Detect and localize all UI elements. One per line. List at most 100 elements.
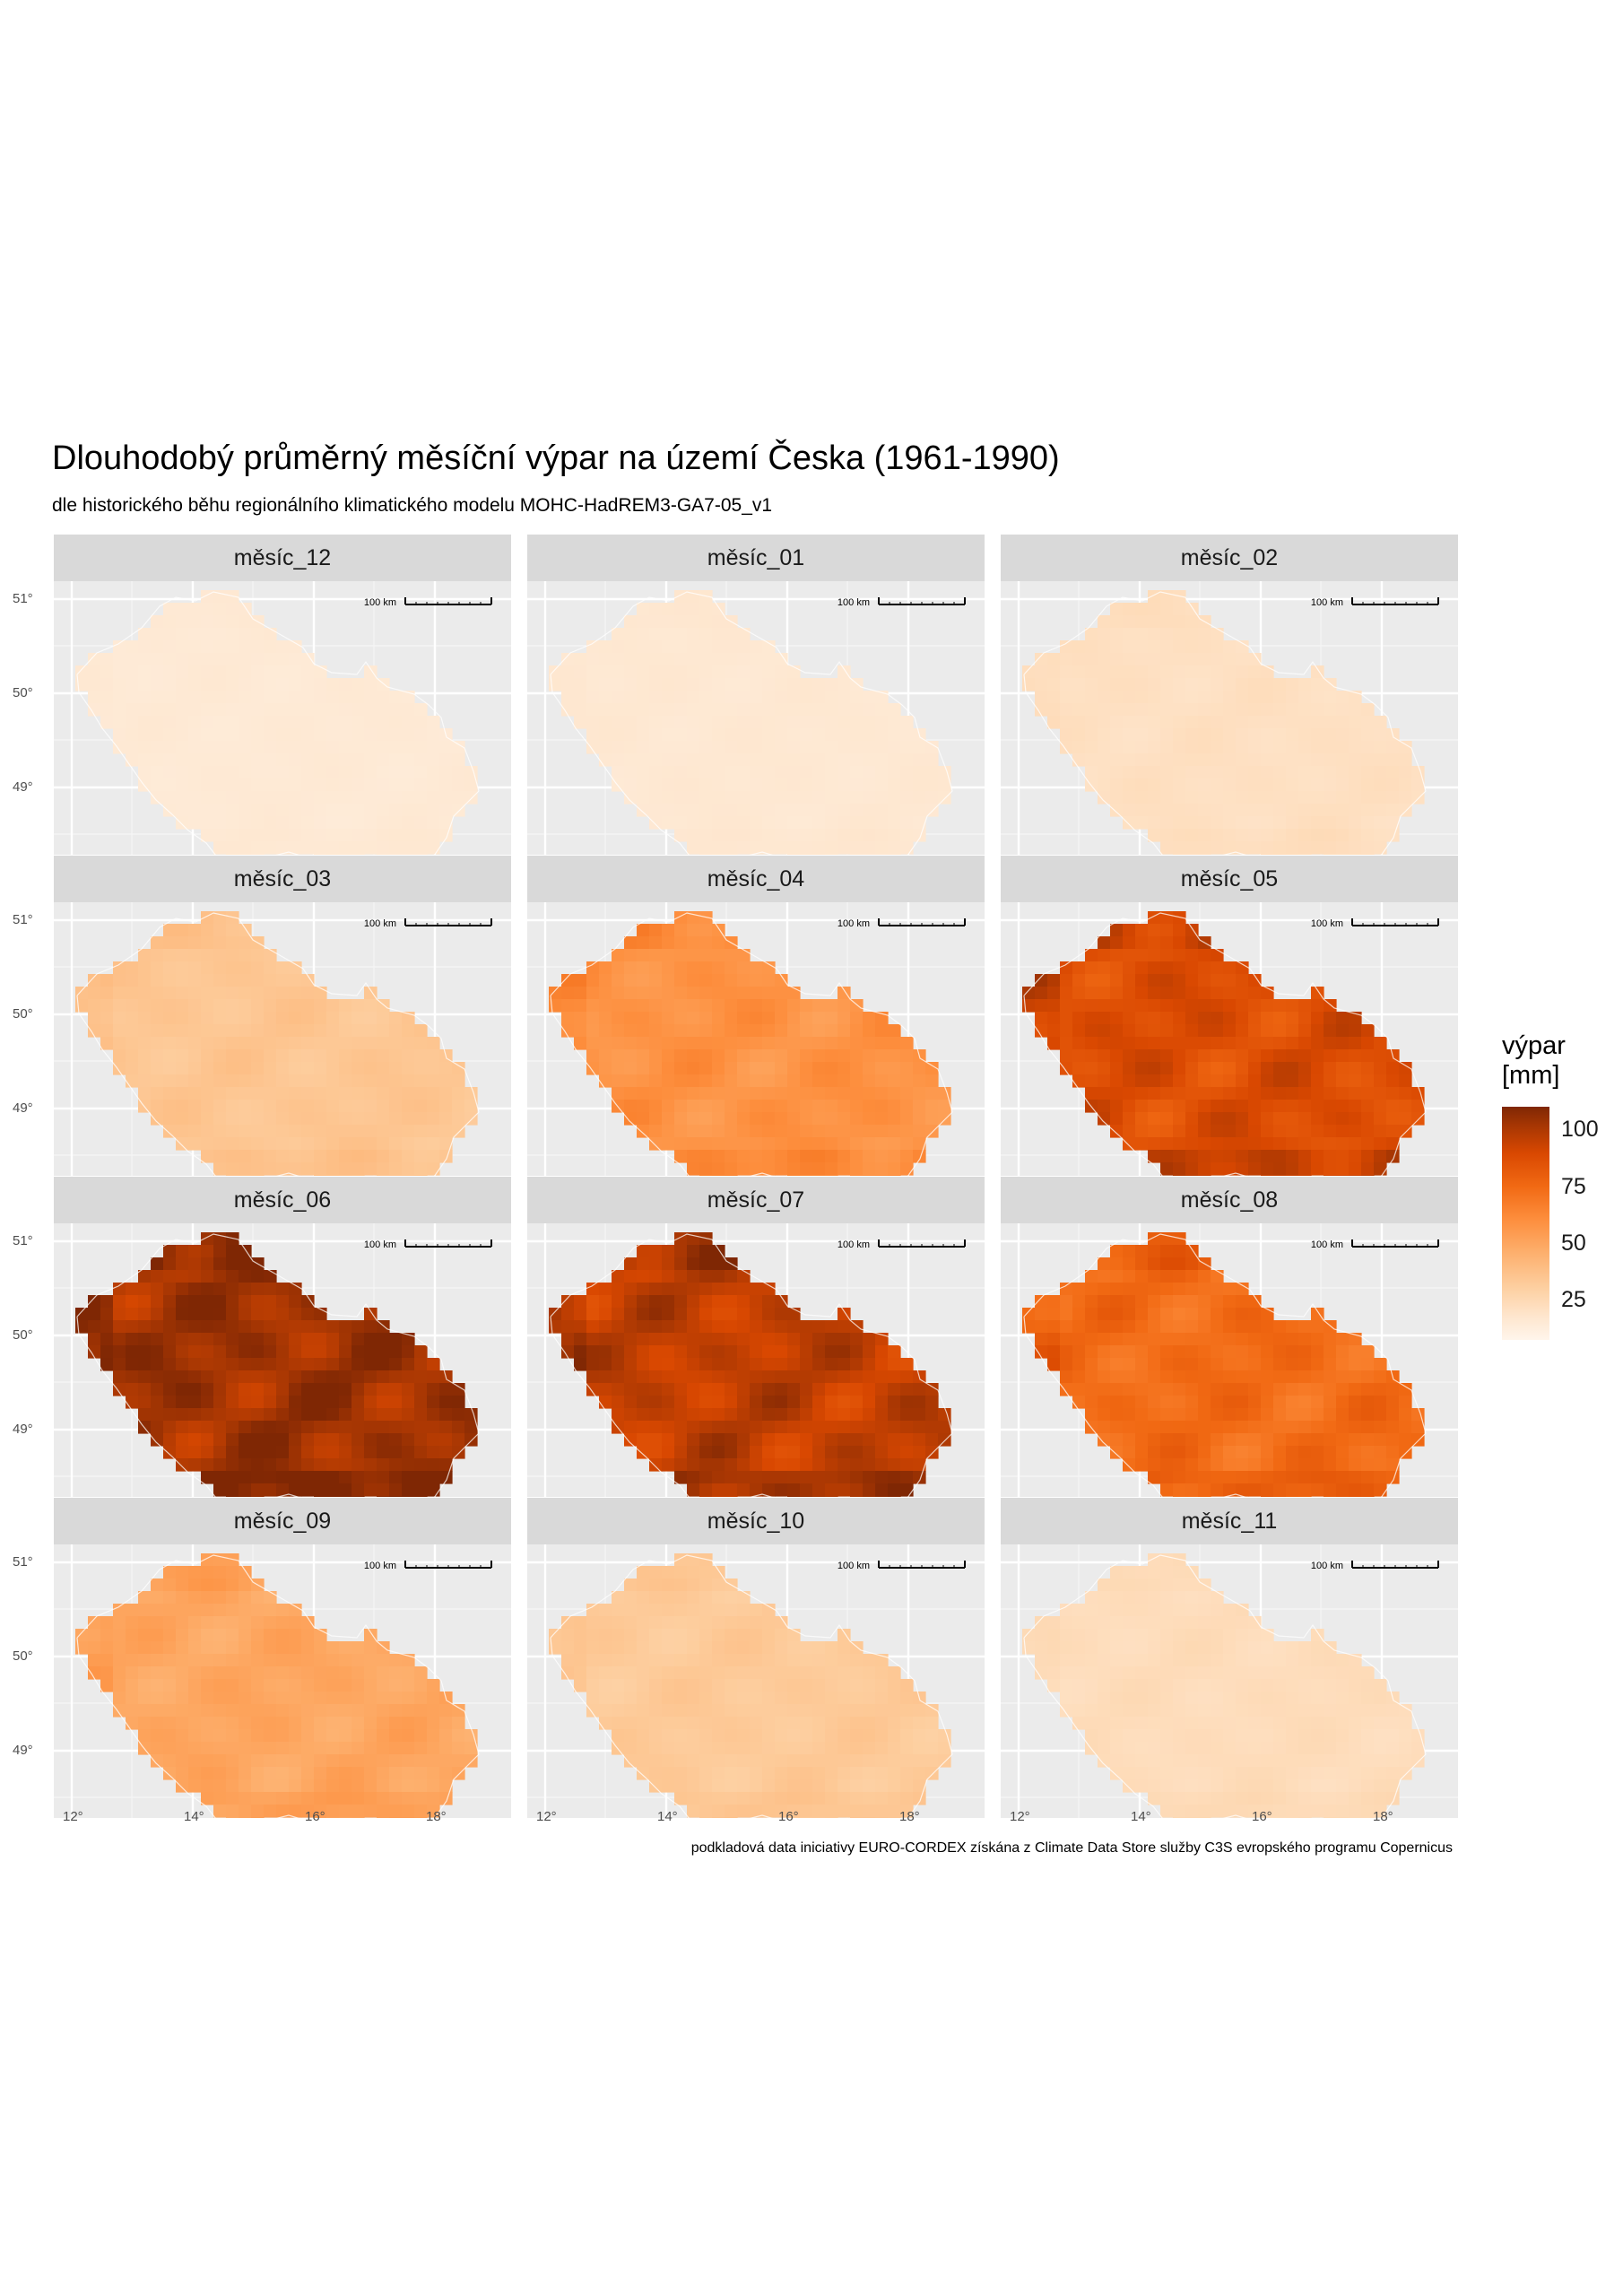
x-axis-tick-label: 14° (184, 1809, 204, 1824)
chart-subtitle: dle historického běhu regionálního klima… (52, 495, 773, 516)
facet-strip-label: měsíc_11 (1001, 1498, 1458, 1544)
raster-cells (1022, 911, 1425, 1176)
y-axis-tick-label: 51° (13, 591, 33, 606)
raster-cells (549, 1232, 951, 1497)
x-axis-tick-label: 14° (1131, 1809, 1151, 1824)
legend-label-50: 50 (1561, 1231, 1586, 1256)
map-plot-area: 100 km (54, 581, 511, 855)
raster-map: 100 km (1001, 1544, 1458, 1818)
facet-panel: měsíc_12 100 km (54, 535, 511, 855)
facet-panel: měsíc_10 100 km (527, 1498, 985, 1818)
map-plot-area: 100 km (1001, 902, 1458, 1176)
y-axis-tick-label: 51° (13, 912, 33, 927)
scale-bar: 100 km (364, 1239, 492, 1250)
x-axis-tick-label: 16° (305, 1809, 325, 1824)
x-axis-tick-label: 16° (778, 1809, 799, 1824)
raster-map: 100 km (54, 581, 511, 855)
scale-bar-label: 100 km (364, 597, 396, 608)
raster-cells (75, 1232, 478, 1497)
raster-cells (75, 911, 478, 1176)
scale-bar-label: 100 km (838, 918, 870, 929)
country-border (1023, 591, 1427, 855)
facet-strip-label: měsíc_03 (54, 856, 511, 902)
y-axis-tick-label: 49° (13, 1422, 33, 1437)
scale-bar: 100 km (838, 1561, 966, 1571)
country-border (1023, 912, 1427, 1176)
raster-map: 100 km (527, 1544, 985, 1818)
y-axis-tick-label: 50° (13, 1648, 33, 1664)
raster-map: 100 km (54, 902, 511, 1176)
facet-panel: měsíc_06 100 km (54, 1177, 511, 1497)
scale-bar-label: 100 km (838, 597, 870, 608)
raster-map: 100 km (527, 581, 985, 855)
facet-panel: měsíc_08 100 km (1001, 1177, 1458, 1497)
y-axis-tick-label: 50° (13, 685, 33, 700)
facet-panel: měsíc_11 100 km (1001, 1498, 1458, 1818)
facet-strip-label: měsíc_06 (54, 1177, 511, 1223)
x-axis-tick-label: 18° (899, 1809, 920, 1824)
country-border (550, 591, 953, 855)
country-border (550, 912, 953, 1176)
legend-title-line1: výpar (1502, 1031, 1566, 1060)
map-plot-area: 100 km (1001, 1223, 1458, 1497)
scale-bar-label: 100 km (1311, 1561, 1343, 1571)
y-axis-tick-label: 49° (13, 1100, 33, 1116)
country-border (76, 1233, 480, 1497)
raster-map: 100 km (527, 902, 985, 1176)
scale-bar-label: 100 km (838, 1239, 870, 1250)
facet-strip-label: měsíc_08 (1001, 1177, 1458, 1223)
country-border (1023, 1233, 1427, 1497)
y-axis-tick-label: 49° (13, 779, 33, 795)
scale-bar: 100 km (838, 918, 966, 929)
x-axis-tick-label: 12° (1010, 1809, 1030, 1824)
facet-panel: měsíc_05 100 km (1001, 856, 1458, 1176)
y-axis-tick-label: 49° (13, 1743, 33, 1758)
raster-cells (549, 1553, 951, 1818)
legend-title-line2: [mm] (1502, 1061, 1560, 1090)
scale-bar-label: 100 km (364, 1561, 396, 1571)
map-plot-area: 100 km (54, 1544, 511, 1818)
raster-cells (75, 1553, 478, 1818)
country-border (76, 912, 480, 1176)
map-plot-area: 100 km (54, 902, 511, 1176)
country-border (550, 1554, 953, 1818)
facet-strip-label: měsíc_01 (527, 535, 985, 581)
legend-colorbar (1502, 1107, 1549, 1340)
raster-map: 100 km (1001, 1223, 1458, 1497)
scale-bar: 100 km (364, 918, 492, 929)
country-border (550, 1233, 953, 1497)
facet-strip-label: měsíc_05 (1001, 856, 1458, 902)
raster-cells (1022, 590, 1425, 855)
raster-map: 100 km (54, 1544, 511, 1818)
legend-label-25: 25 (1561, 1287, 1586, 1312)
map-plot-area: 100 km (527, 902, 985, 1176)
map-plot-area: 100 km (1001, 1544, 1458, 1818)
facet-panel: měsíc_04 100 km (527, 856, 985, 1176)
scale-bar-label: 100 km (838, 1561, 870, 1571)
facet-strip-label: měsíc_10 (527, 1498, 985, 1544)
x-axis-tick-label: 12° (536, 1809, 557, 1824)
map-plot-area: 100 km (527, 1223, 985, 1497)
country-border (76, 1554, 480, 1818)
x-axis-tick-label: 18° (426, 1809, 447, 1824)
raster-map: 100 km (1001, 581, 1458, 855)
facet-strip-label: měsíc_09 (54, 1498, 511, 1544)
raster-cells (549, 911, 951, 1176)
scale-bar: 100 km (838, 597, 966, 608)
scale-bar: 100 km (1311, 1239, 1439, 1250)
facet-strip-label: měsíc_02 (1001, 535, 1458, 581)
facet-panel: měsíc_03 100 km (54, 856, 511, 1176)
raster-cells (549, 590, 951, 855)
scale-bar: 100 km (1311, 1561, 1439, 1571)
scale-bar-label: 100 km (1311, 597, 1343, 608)
scale-bar: 100 km (838, 1239, 966, 1250)
y-axis-tick-label: 50° (13, 1327, 33, 1343)
x-axis-tick-label: 12° (63, 1809, 83, 1824)
facet-strip-label: měsíc_12 (54, 535, 511, 581)
country-border (76, 591, 480, 855)
chart-title: Dlouhodobý průměrný měsíční výpar na úze… (52, 439, 1060, 477)
scale-bar-label: 100 km (364, 1239, 396, 1250)
facet-strip-label: měsíc_07 (527, 1177, 985, 1223)
facet-panel: měsíc_09 100 km (54, 1498, 511, 1818)
x-axis-tick-label: 18° (1373, 1809, 1393, 1824)
